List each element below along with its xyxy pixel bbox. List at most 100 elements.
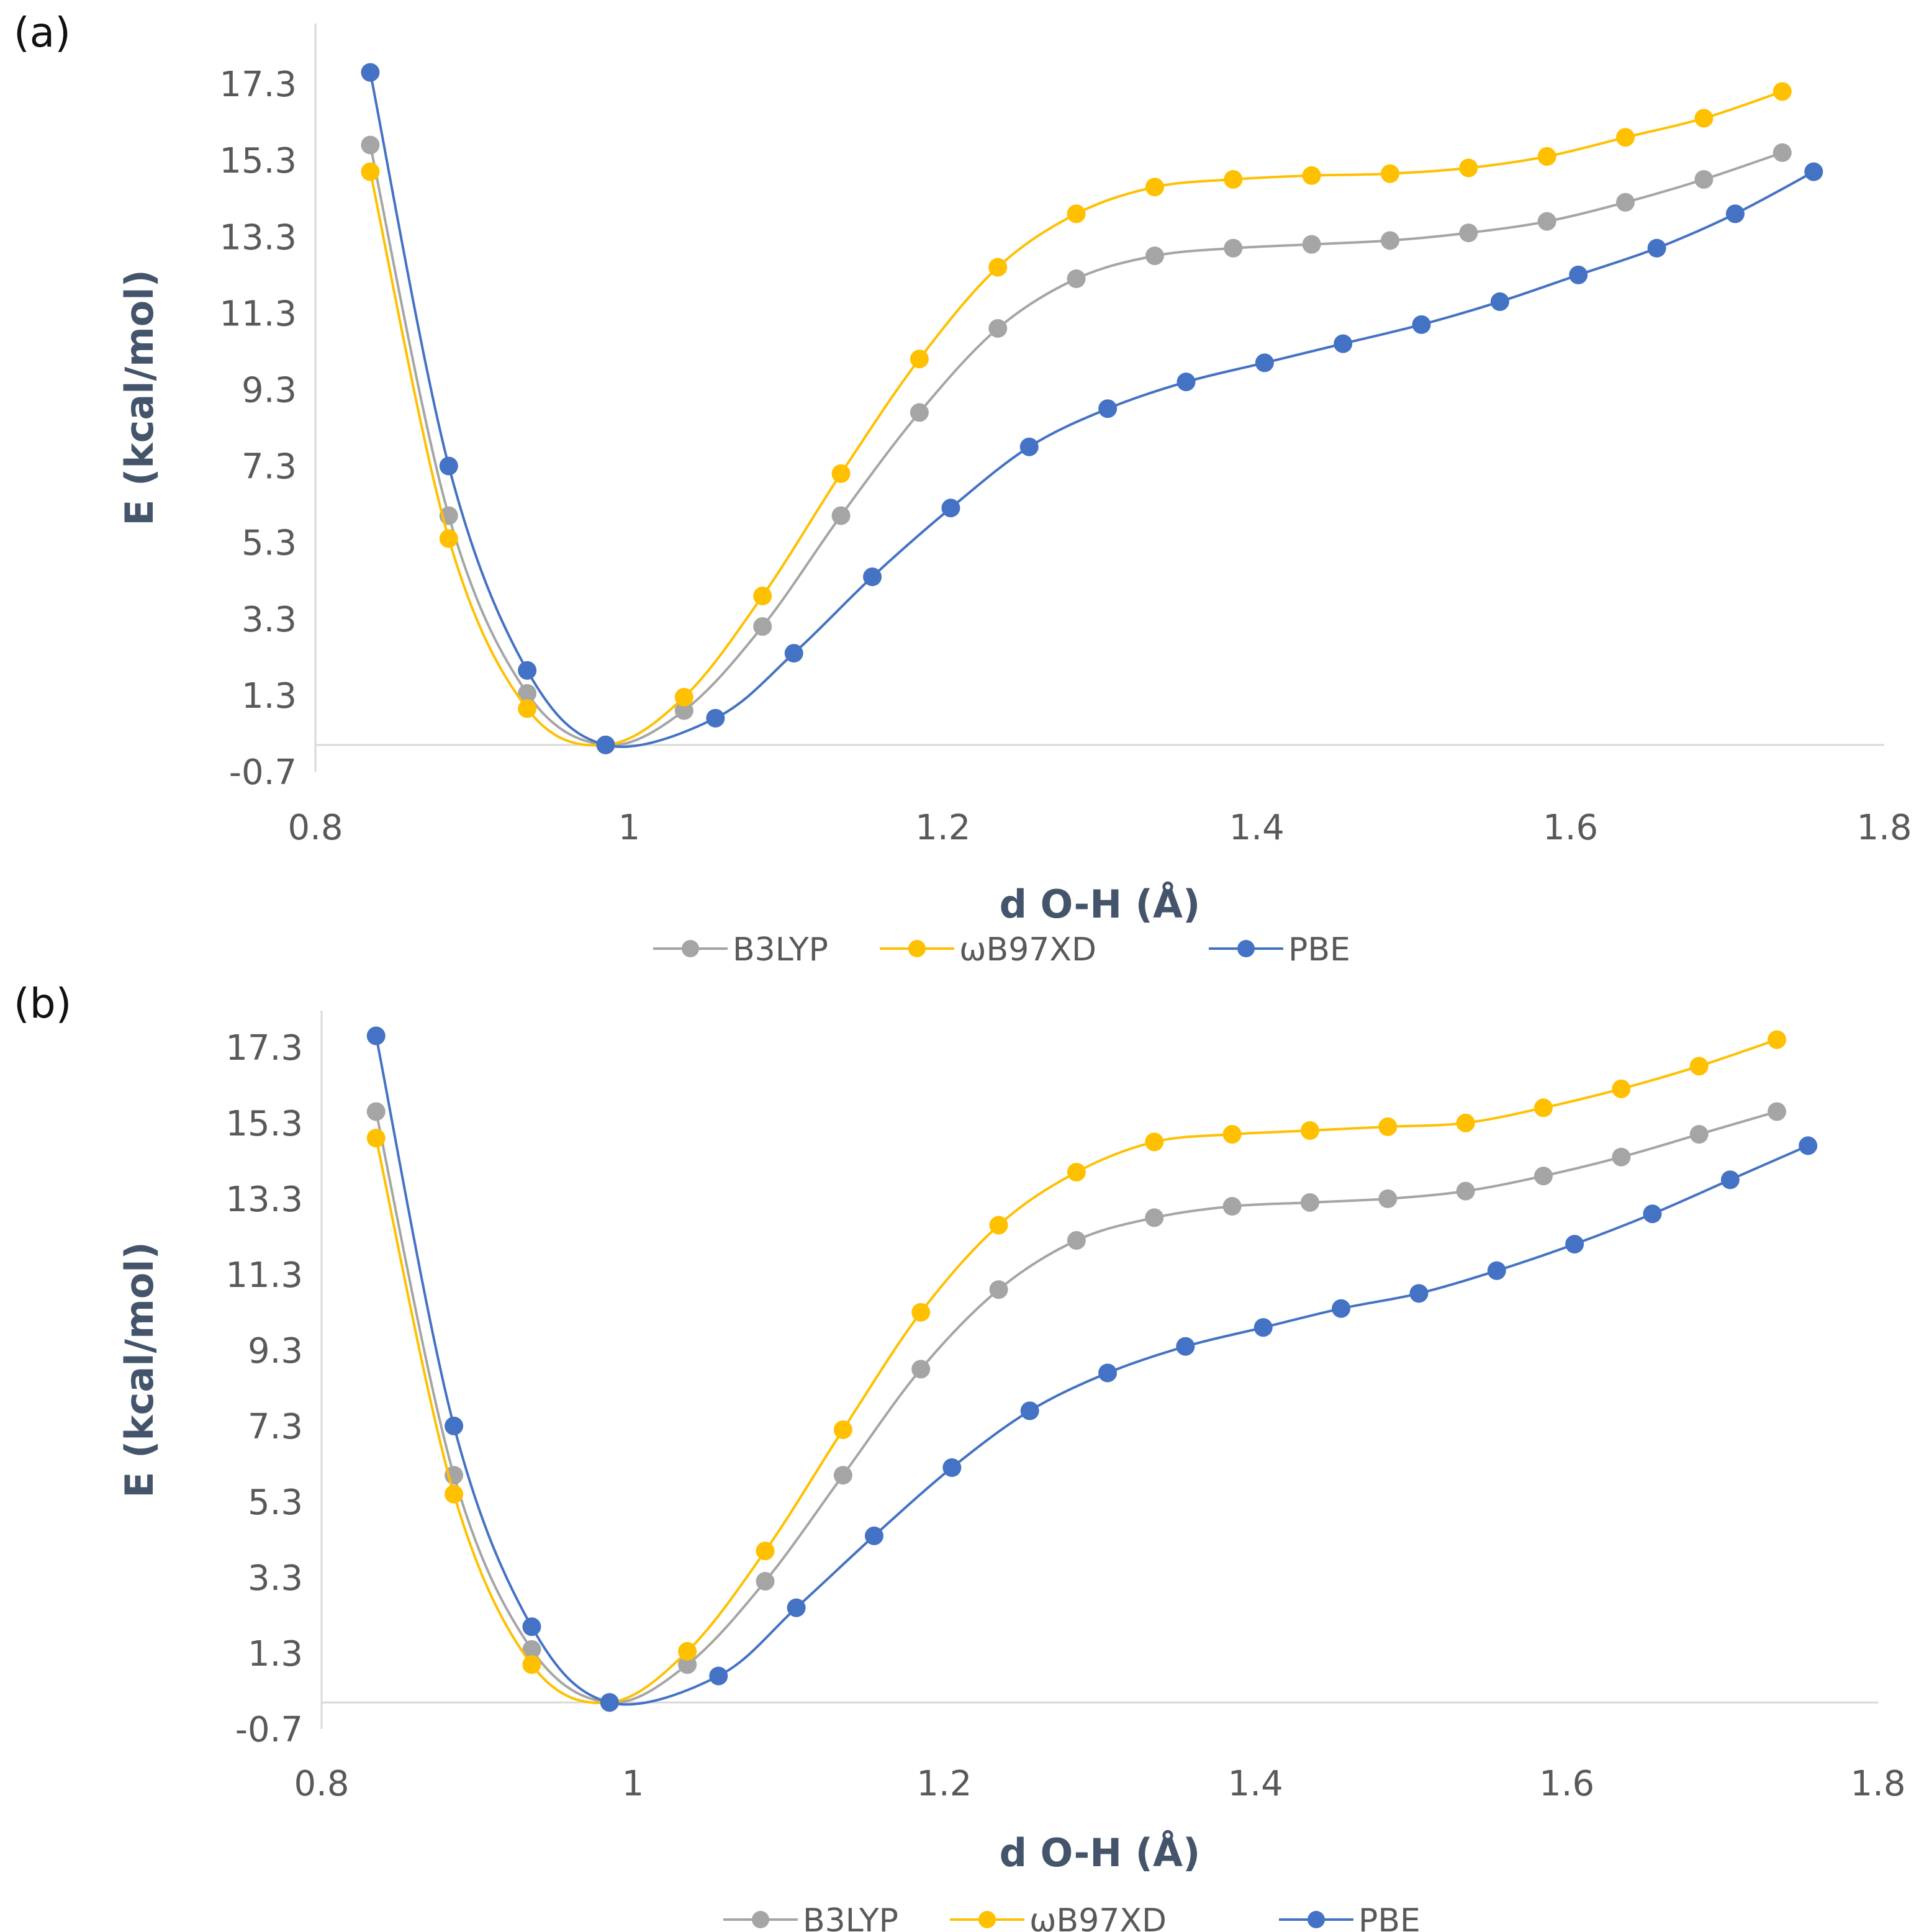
chart-b-data-point-ωB97XD xyxy=(1456,1113,1475,1132)
chart-b-data-point-ωB97XD xyxy=(1689,1057,1709,1076)
chart-b-x-tick-label: 1.4 xyxy=(1228,1764,1283,1804)
chart-a-data-point-B3LYP xyxy=(1145,246,1164,266)
chart-b-data-point-B3LYP xyxy=(833,1466,852,1485)
chart-b-series-line-PBE xyxy=(374,1036,1809,1706)
chart-a-data-point-B3LYP xyxy=(1459,223,1478,243)
chart-b-data-point-PBE xyxy=(1098,1363,1118,1383)
chart-b-data-point-PBE xyxy=(600,1693,619,1712)
chart-b-data-point-ωB97XD xyxy=(833,1420,852,1440)
chart-a-data-point-B3LYP xyxy=(753,617,772,636)
panel-label-b: (b) xyxy=(14,980,72,1027)
chart-b-data-point-PBE xyxy=(522,1617,541,1636)
chart-b-legend-label-B3LYP: B3LYP xyxy=(803,1902,898,1932)
chart-b-y-tick-label: 1.3 xyxy=(248,1634,303,1674)
chart-a-data-point-B3LYP xyxy=(831,506,851,525)
chart-b: 17.3 15.3 13.3 11.3 9.3 7.3 5.3 3.3 1.3 -0.7 0.8 1 1… xyxy=(117,1011,1906,1932)
chart-b-data-point-ωB97XD xyxy=(1533,1098,1553,1117)
chart-a-x-tick-label: 1 xyxy=(618,808,641,848)
chart-a-data-point-B3LYP xyxy=(361,135,380,155)
chart-a-y-tick-label: 17.3 xyxy=(219,65,297,105)
chart-b-y-tick-label: 5.3 xyxy=(248,1483,303,1523)
chart-a-data-point-ωB97XD xyxy=(518,699,537,718)
chart-b-y-tick-label: 11.3 xyxy=(225,1255,303,1296)
chart-b-y-tick-label: 3.3 xyxy=(248,1558,303,1599)
chart-a-series-line-ωB97XD xyxy=(369,90,1783,747)
chart-a-data-point-ωB97XD xyxy=(988,258,1008,277)
chart-a-data-point-B3LYP xyxy=(1224,238,1243,258)
chart-a-data-point-ωB97XD xyxy=(910,350,929,369)
chart-b-series-line-ωB97XD xyxy=(374,1038,1777,1704)
chart-a-data-point-B3LYP xyxy=(1537,212,1556,231)
chart-a-data-point-PBE xyxy=(1647,238,1666,258)
chart-a-y-tick-label: 9.3 xyxy=(242,370,297,410)
chart-b-x-tick-label: 1.2 xyxy=(916,1764,972,1804)
chart-b-y-tick-label: 17.3 xyxy=(225,1028,303,1068)
chart-b-data-point-B3LYP xyxy=(1533,1167,1553,1186)
chart-b-x-tick-label: 1 xyxy=(622,1764,644,1804)
chart-a-data-point-PBE xyxy=(1255,353,1274,372)
chart-a-data-point-ωB97XD xyxy=(1537,147,1556,166)
chart-b-data-point-B3LYP xyxy=(1612,1147,1631,1167)
chart-a-data-point-PBE xyxy=(1412,315,1431,334)
chart-a-data-point-B3LYP xyxy=(1380,231,1399,250)
chart-a-data-point-PBE xyxy=(361,63,380,82)
chart-b-data-point-B3LYP xyxy=(1456,1181,1475,1201)
chart-a-x-tick-label: 0.8 xyxy=(287,808,343,848)
chart-a-data-point-ωB97XD xyxy=(1694,109,1714,128)
chart-a-data-point-ωB97XD xyxy=(1380,164,1399,183)
chart-a-data-point-PBE xyxy=(1725,204,1745,223)
chart-b-y-tick-label: 7.3 xyxy=(248,1407,303,1447)
chart-a-data-point-ωB97XD xyxy=(1302,166,1321,185)
chart-b-data-point-ωB97XD xyxy=(678,1641,697,1661)
chart-b-data-point-B3LYP xyxy=(756,1572,775,1591)
chart-b-data-point-B3LYP xyxy=(1300,1193,1319,1212)
chart-b-data-point-ωB97XD xyxy=(1067,1163,1086,1182)
chart-a-data-point-PBE xyxy=(439,456,458,476)
chart-a-data-point-PBE xyxy=(1490,292,1509,311)
chart-b-y-tick-label: 15.3 xyxy=(225,1104,303,1144)
chart-a-data-point-ωB97XD xyxy=(1616,128,1635,147)
chart-b-data-point-PBE xyxy=(445,1416,464,1435)
chart-b-data-point-PBE xyxy=(366,1026,386,1045)
chart-a-data-point-B3LYP xyxy=(1694,169,1714,189)
chart-b-data-point-B3LYP xyxy=(1689,1125,1709,1144)
chart-b-data-point-B3LYP xyxy=(1222,1197,1242,1216)
chart-b-y-axis-title: E (kcal/mol) xyxy=(117,1242,162,1498)
chart-b-data-point-PBE xyxy=(1409,1284,1429,1303)
chart-a-y-tick-label: 1.3 xyxy=(242,676,297,716)
chart-a-legend-marker-PBE xyxy=(1237,940,1255,957)
chart-a-data-point-PBE xyxy=(1019,437,1039,456)
chart-b-data-point-ωB97XD xyxy=(1378,1117,1398,1136)
chart-b-data-point-ωB97XD xyxy=(911,1302,931,1322)
chart-a-legend-marker-ωB97XD xyxy=(908,940,926,957)
chart-a-legend-marker-B3LYP xyxy=(682,940,699,957)
chart-b-data-point-B3LYP xyxy=(366,1102,386,1121)
chart-b-data-point-PBE xyxy=(1176,1337,1195,1356)
chart-a-series-line-B3LYP xyxy=(369,145,1783,747)
chart-a-data-point-ωB97XD xyxy=(753,586,772,605)
chart-b-data-point-B3LYP xyxy=(1768,1102,1787,1121)
chart-a-data-point-ωB97XD xyxy=(1459,158,1478,178)
chart-a-y-tick-label: 3.3 xyxy=(242,600,297,640)
chart-a-series-line-PBE xyxy=(369,72,1815,748)
chart-a-y-axis-title: E (kcal/mol) xyxy=(117,269,162,526)
chart-b-data-point-PBE xyxy=(1332,1299,1351,1318)
chart-b-x-tick-label: 0.8 xyxy=(294,1764,349,1804)
chart-b-y-tick-label: 13.3 xyxy=(225,1180,303,1220)
chart-b-x-tick-label: 1.8 xyxy=(1850,1764,1905,1804)
chart-a-y-tick-label: 13.3 xyxy=(219,217,297,258)
chart-b-data-point-ωB97XD xyxy=(522,1655,541,1674)
chart-a-x-axis-title: d O-H (Å) xyxy=(1000,882,1201,927)
chart-b-legend-label-PBE: PBE xyxy=(1358,1902,1420,1932)
chart-b-y-tick-label: -0.7 xyxy=(235,1710,303,1750)
chart-a-data-point-ωB97XD xyxy=(361,162,380,181)
chart-b-data-point-PBE xyxy=(1253,1318,1273,1337)
chart-b-data-point-B3LYP xyxy=(1378,1189,1398,1208)
chart-a-y-tick-label: -0.7 xyxy=(229,752,297,793)
chart-a-data-point-B3LYP xyxy=(1616,192,1635,212)
chart-a-legend: B3LYP ωB97XD PBE xyxy=(653,931,1350,962)
chart-a-data-point-ωB97XD xyxy=(831,464,851,483)
chart-a-data-point-PBE xyxy=(1334,334,1353,353)
chart-a-data-point-B3LYP xyxy=(1773,143,1792,162)
